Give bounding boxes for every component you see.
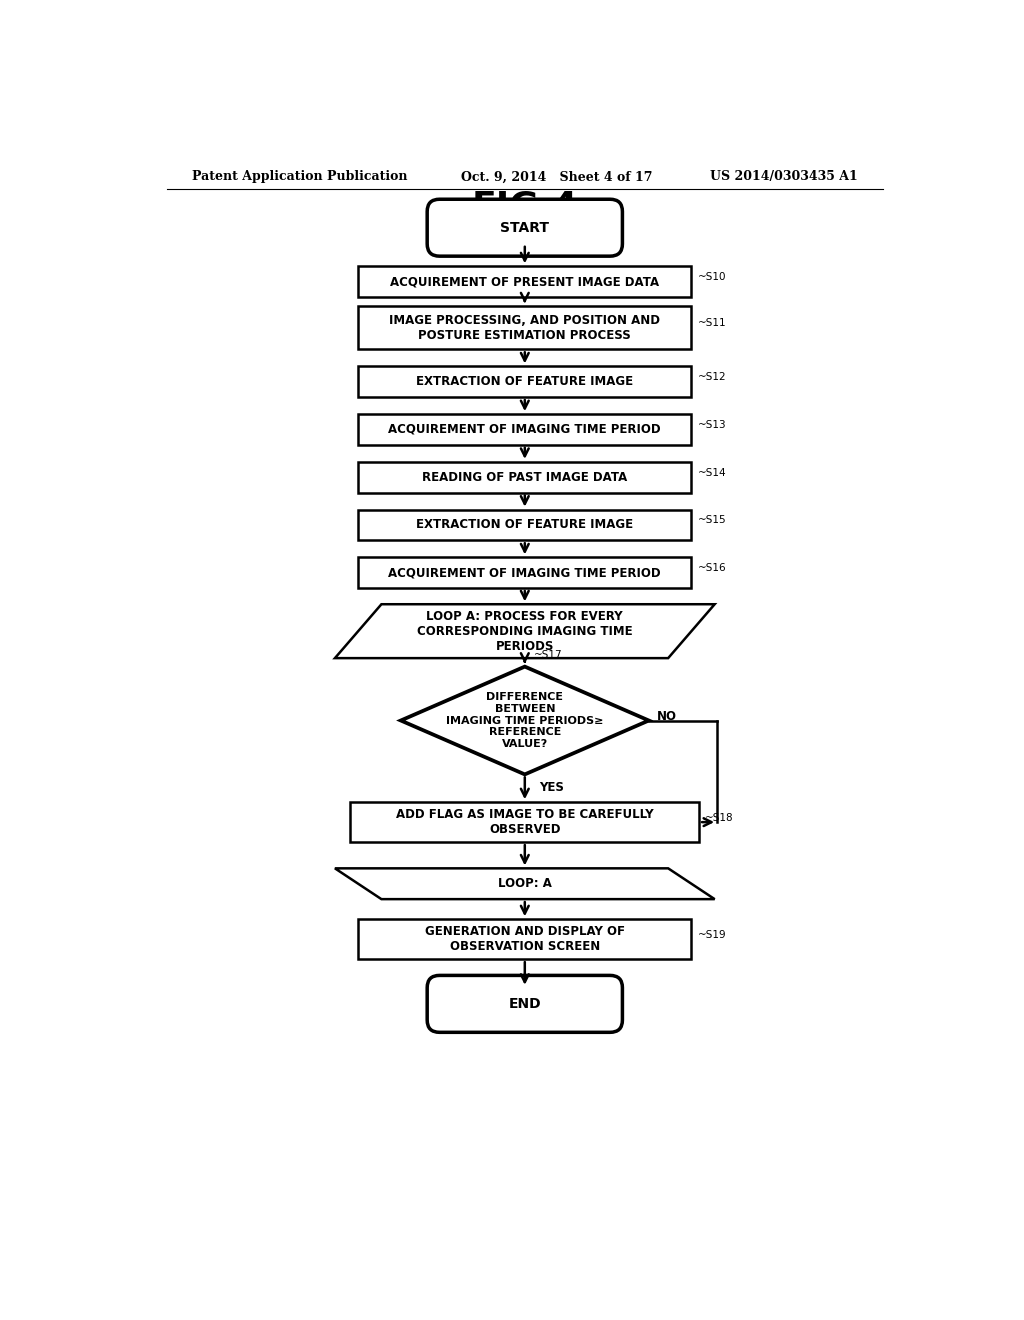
Text: ADD FLAG AS IMAGE TO BE CAREFULLY
OBSERVED: ADD FLAG AS IMAGE TO BE CAREFULLY OBSERV… xyxy=(396,808,653,836)
Text: ACQUIREMENT OF IMAGING TIME PERIOD: ACQUIREMENT OF IMAGING TIME PERIOD xyxy=(388,566,662,579)
Bar xyxy=(358,462,691,492)
Text: EXTRACTION OF FEATURE IMAGE: EXTRACTION OF FEATURE IMAGE xyxy=(416,519,634,532)
Text: US 2014/0303435 A1: US 2014/0303435 A1 xyxy=(711,170,858,183)
FancyBboxPatch shape xyxy=(427,975,623,1032)
Text: DIFFERENCE
BETWEEN
IMAGING TIME PERIODS≥
REFERENCE
VALUE?: DIFFERENCE BETWEEN IMAGING TIME PERIODS≥… xyxy=(446,692,603,748)
Text: NO: NO xyxy=(656,710,677,723)
Bar xyxy=(350,803,699,842)
Text: LOOP A: PROCESS FOR EVERY
CORRESPONDING IMAGING TIME
PERIODS: LOOP A: PROCESS FOR EVERY CORRESPONDING … xyxy=(417,610,633,652)
Text: ~S10: ~S10 xyxy=(697,272,726,282)
Polygon shape xyxy=(335,869,715,899)
Text: ACQUIREMENT OF PRESENT IMAGE DATA: ACQUIREMENT OF PRESENT IMAGE DATA xyxy=(390,275,659,288)
Bar xyxy=(358,414,691,445)
Text: LOOP: A: LOOP: A xyxy=(498,878,552,890)
Text: Patent Application Publication: Patent Application Publication xyxy=(191,170,408,183)
Text: START: START xyxy=(501,220,549,235)
Text: FIG.4: FIG.4 xyxy=(471,189,579,223)
Text: ~S13: ~S13 xyxy=(697,420,726,430)
Text: EXTRACTION OF FEATURE IMAGE: EXTRACTION OF FEATURE IMAGE xyxy=(416,375,634,388)
Bar xyxy=(358,267,691,297)
Polygon shape xyxy=(400,667,649,775)
Text: ~S17: ~S17 xyxy=(535,651,563,660)
Text: IMAGE PROCESSING, AND POSITION AND
POSTURE ESTIMATION PROCESS: IMAGE PROCESSING, AND POSITION AND POSTU… xyxy=(389,314,660,342)
Text: ACQUIREMENT OF IMAGING TIME PERIOD: ACQUIREMENT OF IMAGING TIME PERIOD xyxy=(388,422,662,436)
Text: END: END xyxy=(509,997,541,1011)
Text: GENERATION AND DISPLAY OF
OBSERVATION SCREEN: GENERATION AND DISPLAY OF OBSERVATION SC… xyxy=(425,925,625,953)
Text: ~S15: ~S15 xyxy=(697,515,726,525)
Bar xyxy=(358,367,691,397)
Text: ~S18: ~S18 xyxy=(706,813,734,822)
Bar xyxy=(358,510,691,540)
Text: ~S11: ~S11 xyxy=(697,318,726,329)
Text: YES: YES xyxy=(539,780,563,793)
FancyBboxPatch shape xyxy=(427,199,623,256)
Text: Oct. 9, 2014   Sheet 4 of 17: Oct. 9, 2014 Sheet 4 of 17 xyxy=(461,170,652,183)
Polygon shape xyxy=(335,605,715,659)
Text: ~S12: ~S12 xyxy=(697,372,726,381)
Text: READING OF PAST IMAGE DATA: READING OF PAST IMAGE DATA xyxy=(422,471,628,483)
Text: ~S14: ~S14 xyxy=(697,467,726,478)
Text: ~S19: ~S19 xyxy=(697,929,726,940)
Text: ~S16: ~S16 xyxy=(697,564,726,573)
Bar xyxy=(358,306,691,350)
Bar xyxy=(358,557,691,589)
Bar xyxy=(358,919,691,960)
